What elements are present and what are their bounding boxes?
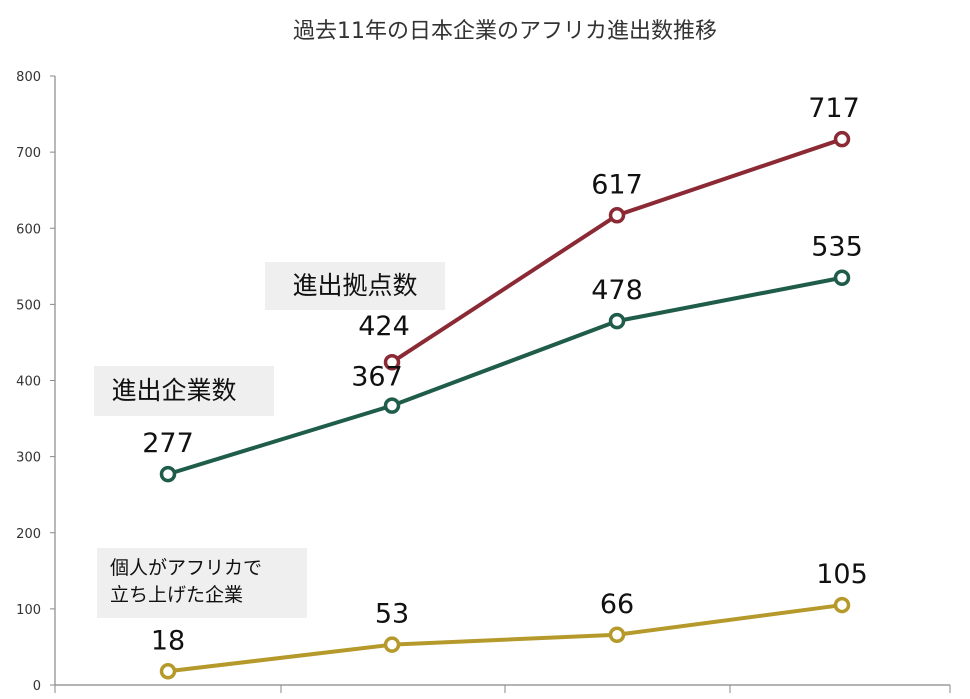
data-label: 717 <box>808 93 860 124</box>
series-name-label: 進出拠点数 <box>265 262 445 310</box>
series-1: 424 617 717 <box>358 93 860 371</box>
y-tick-label: 0 <box>33 679 41 694</box>
data-point <box>159 465 177 483</box>
series-name-text: 進出拠点数 <box>292 271 417 300</box>
data-label: 105 <box>816 559 868 590</box>
axes: 0 100 200 300 400 500 600 700 800 <box>16 70 951 694</box>
data-point <box>608 626 626 644</box>
data-point <box>833 269 851 286</box>
data-point <box>833 596 851 614</box>
series-name-line: 立ち上げた企業 <box>110 584 243 606</box>
data-label: 617 <box>591 169 643 200</box>
series-name-text: 進出企業数 <box>111 376 236 405</box>
series-name-label: 進出企業数 <box>94 366 274 416</box>
y-tick-label: 700 <box>16 146 41 161</box>
data-label: 66 <box>600 589 634 620</box>
series-line <box>167 603 843 674</box>
series-name-box <box>97 548 307 618</box>
series-2: 277 367 478 535 <box>142 232 863 483</box>
series-3: 18 53 66 105 <box>151 559 868 680</box>
data-point <box>833 130 851 148</box>
y-tick-label: 300 <box>16 451 41 466</box>
y-tick-label: 800 <box>16 70 41 85</box>
y-tick-label: 200 <box>16 527 41 542</box>
series-layer: 424 617 717 277 367 478 535 18 53 66 105 <box>142 93 868 680</box>
series-name-text: 個人がアフリカで立ち上げた企業 <box>110 557 262 606</box>
series-name-box <box>94 366 274 416</box>
y-tick-label: 600 <box>16 222 41 237</box>
data-label: 478 <box>591 275 643 306</box>
chart-title: 過去11年の日本企業のアフリカ進出数推移 <box>293 19 717 44</box>
data-point <box>383 636 401 653</box>
y-tick-label: 500 <box>16 298 41 313</box>
y-tick-label: 400 <box>16 375 41 390</box>
data-label: 53 <box>375 599 409 630</box>
series-name-line: 個人がアフリカで <box>110 557 262 579</box>
data-label: 18 <box>151 625 185 656</box>
data-label: 535 <box>811 232 863 263</box>
data-point <box>159 663 177 680</box>
series-line <box>167 275 843 477</box>
y-tick-label: 100 <box>16 603 41 618</box>
data-label: 367 <box>351 362 403 393</box>
data-label: 277 <box>142 428 194 459</box>
series-name-label: 個人がアフリカで立ち上げた企業 <box>97 548 307 618</box>
data-point <box>608 207 626 224</box>
data-point <box>608 312 626 330</box>
data-point <box>383 353 401 371</box>
data-label: 424 <box>358 311 410 342</box>
data-point <box>383 397 401 414</box>
series-name-box <box>265 262 445 310</box>
